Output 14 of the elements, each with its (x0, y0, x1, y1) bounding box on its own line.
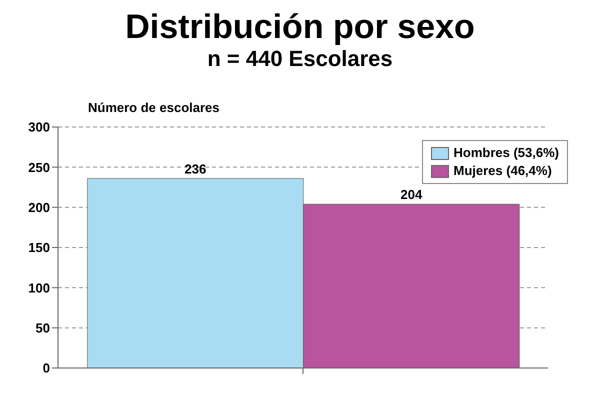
chart-title: Distribución por sexo (124, 8, 476, 46)
y-tick-label: 250 (28, 160, 50, 175)
y-tick-label: 150 (28, 240, 50, 256)
data-label: 236 (184, 161, 206, 176)
text: Hombres (53,6%) (454, 144, 559, 162)
y-tick-label: 300 (28, 120, 50, 135)
y-tick-label: 0 (42, 360, 50, 376)
legend-label: Mujeres (46,4%) (454, 162, 552, 180)
y-tick-label: 50 (36, 320, 50, 336)
y-tick-label: 100 (28, 280, 50, 296)
chart-subtitle: n = 440 Escolares (206, 46, 394, 72)
y-axis-title: Número de escolares (88, 100, 221, 115)
data-label: 204 (400, 187, 424, 202)
y-tick-label: 200 (28, 200, 50, 215)
